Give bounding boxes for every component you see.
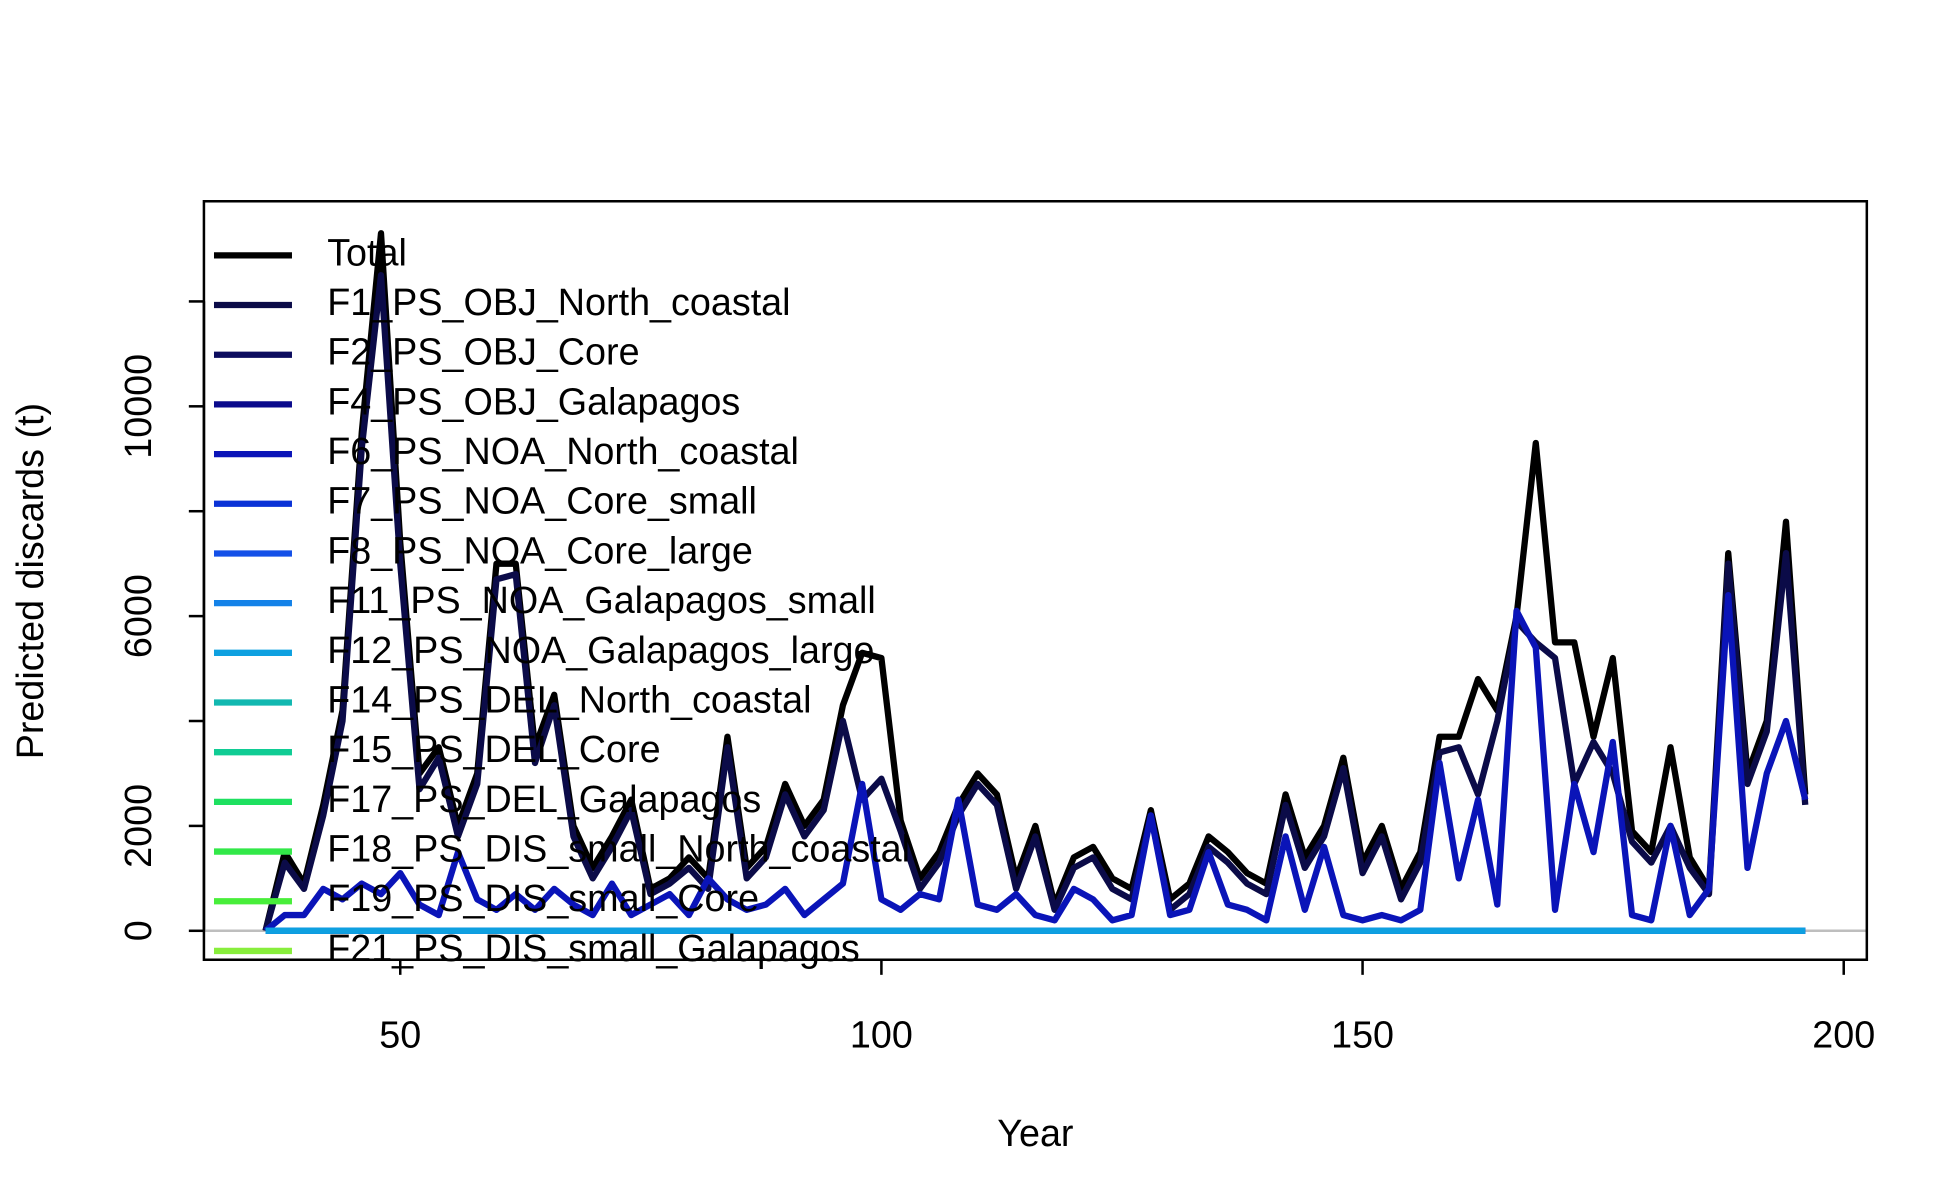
- legend-label: F19_PS_DIS_small_Core: [327, 877, 759, 919]
- y-axis-label: Predicted discards (t): [9, 403, 51, 759]
- y-tick-label: 0: [117, 920, 159, 941]
- x-tick-label: 150: [1331, 1014, 1394, 1056]
- legend-label: F7_PS_NOA_Core_small: [327, 480, 757, 522]
- x-tick-label: 50: [379, 1014, 421, 1056]
- y-tick-label: 2000: [117, 784, 159, 868]
- legend-label: F15_PS_DEL_Core: [327, 728, 660, 770]
- y-tick-label: 6000: [117, 574, 159, 658]
- legend-label: F6_PS_NOA_North_coastal: [327, 430, 799, 472]
- legend-label: F18_PS_DIS_small_North_coastal: [327, 828, 910, 870]
- legend-label: F12_PS_NOA_Galapagos_large: [327, 629, 874, 671]
- x-axis-label: Year: [997, 1112, 1073, 1154]
- legend-label: F1_PS_OBJ_North_coastal: [327, 281, 790, 323]
- legend-label: Total: [327, 231, 407, 273]
- series-line: [263, 591, 1809, 934]
- legend-label: F4_PS_OBJ_Galapagos: [327, 380, 740, 422]
- series-line: [262, 272, 1809, 932]
- x-tick-label: 200: [1812, 1014, 1875, 1056]
- legend-label: F11_PS_NOA_Galapagos_small: [327, 579, 876, 621]
- legend-label: F8_PS_NOA_Core_large: [327, 529, 753, 571]
- legend-label: F17_PS_DEL_Galapagos: [327, 778, 761, 820]
- x-tick-label: 100: [850, 1014, 913, 1056]
- legend-label: F14_PS_DEL_North_coastal: [327, 678, 811, 720]
- legend-label: F21_PS_DIS_small_Galapagos: [327, 927, 860, 969]
- plot-frame: [202, 200, 1869, 962]
- y-tick-label: 10000: [117, 354, 159, 459]
- legend-label: F2_PS_OBJ_Core: [327, 331, 639, 373]
